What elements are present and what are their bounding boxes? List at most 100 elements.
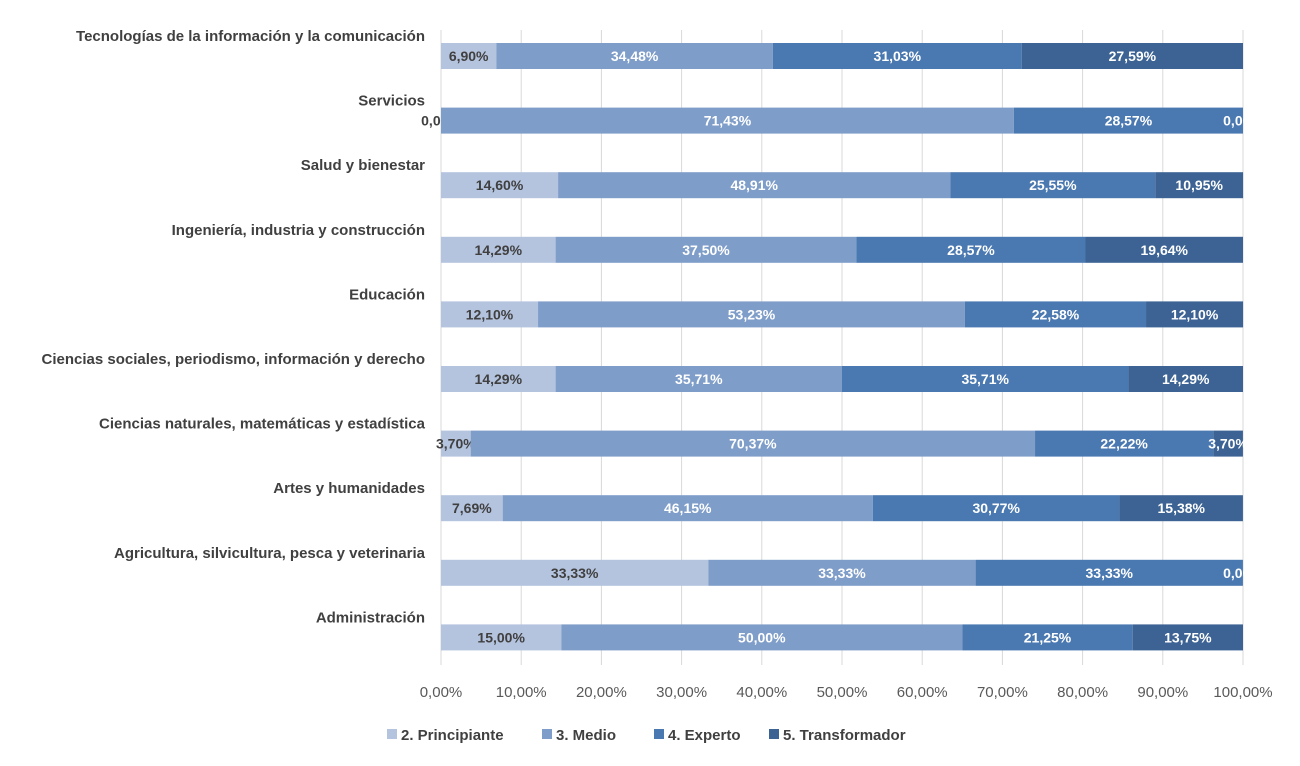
bar-segment	[555, 366, 842, 392]
data-label: 35,71%	[961, 371, 1009, 387]
bar-segment	[441, 495, 503, 522]
category-label: Artes y humanidades	[273, 480, 425, 497]
legend-label: 2. Principiante	[401, 727, 504, 744]
legend-label: 5. Transformador	[783, 727, 906, 744]
category-label: Agricultura, silvicultura, pesca y veter…	[114, 545, 426, 562]
category-label: Salud y bienestar	[301, 157, 425, 174]
bar-segment	[842, 366, 1129, 392]
bar-segment	[708, 559, 976, 586]
bar-segment	[1132, 624, 1243, 651]
x-tick-label: 90,00%	[1137, 684, 1188, 701]
bar-segment	[441, 559, 709, 586]
data-label: 6,90%	[449, 48, 489, 64]
bar-segment	[496, 43, 773, 69]
data-label: 46,15%	[664, 500, 712, 516]
data-label: 37,50%	[682, 242, 730, 258]
data-label: 14,29%	[1162, 371, 1210, 387]
bar-segment	[872, 495, 1120, 522]
bar-segment	[1213, 430, 1243, 457]
bar-segment	[1085, 236, 1243, 263]
data-label: 22,58%	[1032, 306, 1080, 322]
bar-segment	[1146, 301, 1244, 328]
data-label: 7,69%	[452, 500, 492, 516]
bar-segment	[964, 301, 1147, 328]
bar-segment	[1013, 107, 1243, 134]
data-label: 33,33%	[1086, 565, 1134, 581]
category-label: Servicios	[358, 93, 425, 110]
x-tick-label: 70,00%	[977, 684, 1028, 701]
data-label: 15,38%	[1158, 500, 1206, 516]
bar-segment	[502, 495, 873, 522]
bar-segment	[441, 43, 497, 69]
x-tick-label: 10,00%	[496, 684, 547, 701]
data-label: 53,23%	[728, 306, 776, 322]
bar-segment	[950, 172, 1156, 199]
category-label: Educación	[349, 286, 425, 303]
bar-segment	[1128, 366, 1243, 392]
data-label: 50,00%	[738, 629, 786, 645]
bar-segment	[441, 366, 556, 392]
bar-segment	[1021, 43, 1243, 69]
data-label: 48,91%	[730, 177, 778, 193]
data-label: 14,29%	[475, 371, 523, 387]
x-tick-label: 20,00%	[576, 684, 627, 701]
legend-swatch	[542, 729, 552, 739]
legend-swatch	[769, 729, 779, 739]
bar-segment	[555, 236, 857, 263]
data-label: 10,95%	[1175, 177, 1223, 193]
data-label: 28,57%	[1105, 113, 1153, 129]
category-label: Ingeniería, industria y construcción	[172, 222, 425, 239]
data-label: 12,10%	[1171, 306, 1219, 322]
data-label: 70,37%	[729, 436, 777, 452]
data-label: 30,77%	[972, 500, 1020, 516]
data-label: 13,75%	[1164, 629, 1212, 645]
category-label: Ciencias naturales, matemáticas y estadí…	[99, 416, 426, 433]
bar-segment	[441, 172, 559, 199]
bar-segment	[441, 236, 556, 263]
data-label: 35,71%	[675, 371, 723, 387]
x-tick-label: 60,00%	[897, 684, 948, 701]
bar-segment	[1155, 172, 1244, 199]
data-label: 14,60%	[476, 177, 524, 193]
data-label: 3,70%	[436, 436, 476, 452]
data-label: 34,48%	[611, 48, 659, 64]
data-label: 0,00%	[1223, 113, 1263, 129]
data-label: 71,43%	[704, 113, 752, 129]
data-label: 22,22%	[1100, 436, 1148, 452]
legend-label: 4. Experto	[668, 727, 741, 744]
x-tick-label: 80,00%	[1057, 684, 1108, 701]
category-label: Tecnologías de la información y la comun…	[76, 28, 425, 45]
data-label: 28,57%	[947, 242, 995, 258]
bar-segment	[975, 559, 1243, 586]
category-label: Ciencias sociales, periodismo, informaci…	[42, 351, 425, 368]
data-label: 33,33%	[818, 565, 866, 581]
data-label: 0,00%	[1223, 565, 1263, 581]
bar-segment	[441, 301, 539, 328]
bar-segment	[538, 301, 965, 328]
category-label: Administración	[316, 609, 425, 626]
data-label: 33,33%	[551, 565, 599, 581]
legend-swatch	[654, 729, 664, 739]
data-label: 14,29%	[475, 242, 523, 258]
data-label: 25,55%	[1029, 177, 1077, 193]
data-label: 31,03%	[874, 48, 922, 64]
x-tick-label: 40,00%	[736, 684, 787, 701]
bar-segment	[441, 624, 562, 651]
x-tick-label: 30,00%	[656, 684, 707, 701]
x-tick-label: 100,00%	[1213, 684, 1272, 701]
bar-segment	[441, 107, 1014, 134]
bar-segment	[1119, 495, 1243, 522]
bar-segment	[470, 430, 1036, 457]
legend-swatch	[387, 729, 397, 739]
bar-segment	[962, 624, 1133, 651]
legend-label: 3. Medio	[556, 727, 616, 744]
data-label: 12,10%	[466, 306, 514, 322]
bar-segment	[441, 430, 471, 457]
x-tick-label: 0,00%	[420, 684, 463, 701]
bar-segment	[1035, 430, 1214, 457]
data-label: 21,25%	[1024, 629, 1072, 645]
bar-segment	[856, 236, 1086, 263]
bar-segment	[772, 43, 1022, 69]
data-label: 27,59%	[1109, 48, 1157, 64]
